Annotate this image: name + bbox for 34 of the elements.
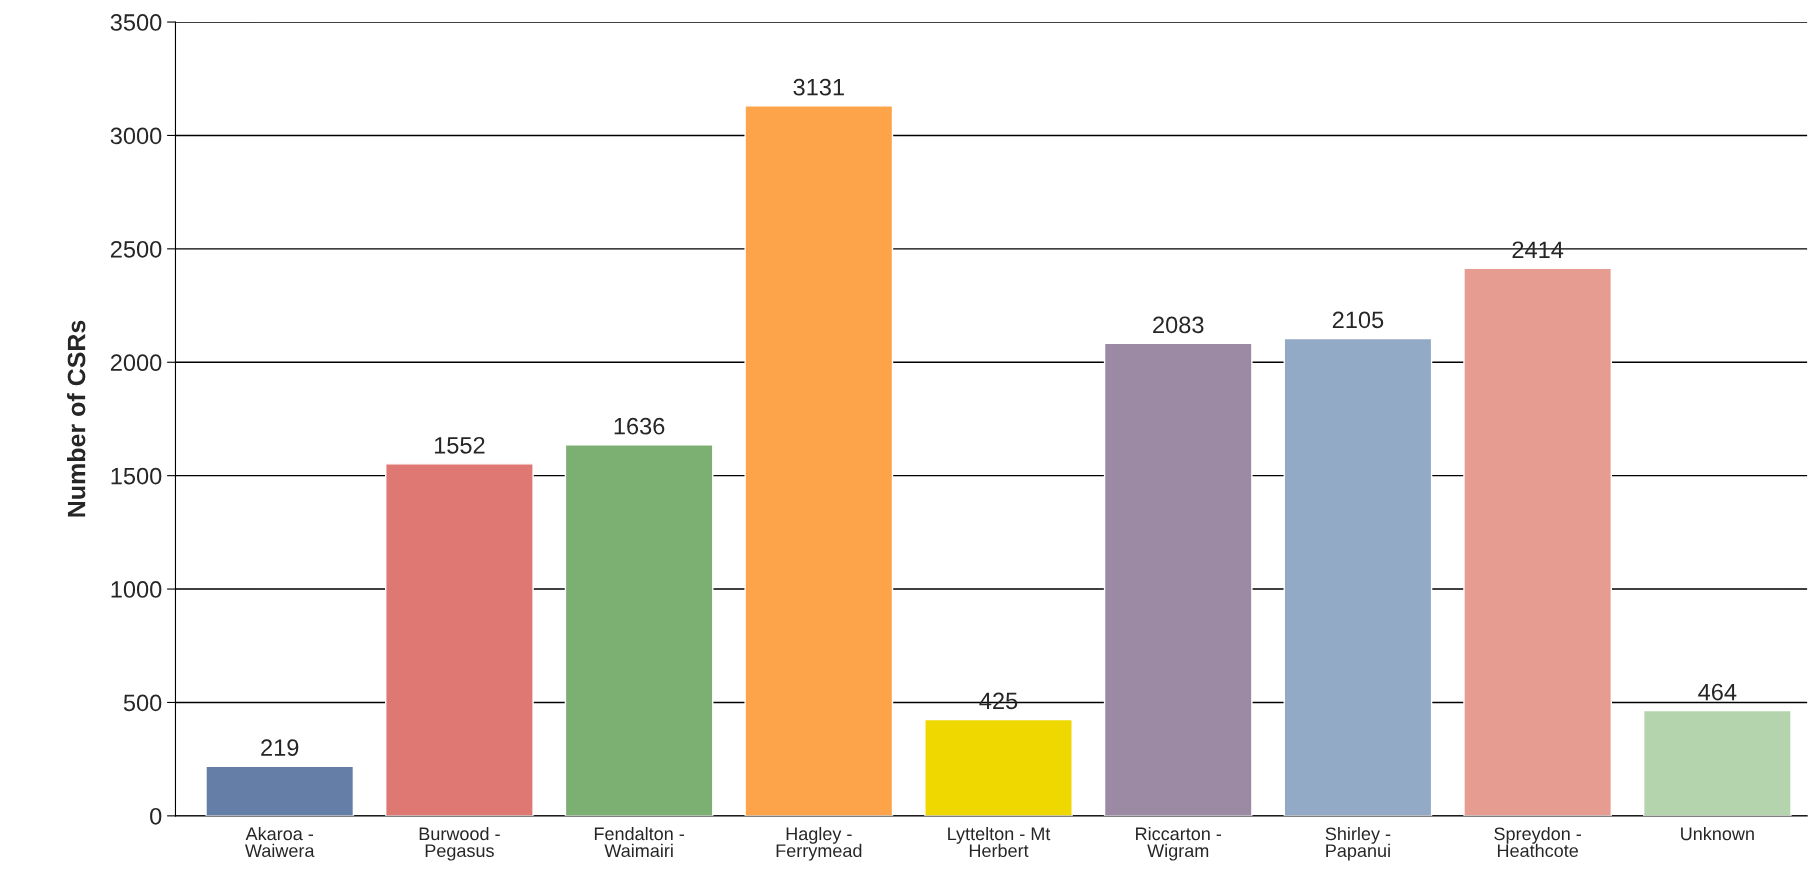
x-tick-label: Riccarton - Wigram: [1136, 826, 1222, 861]
data-label: 3131: [793, 78, 844, 96]
bar: [1103, 342, 1253, 816]
bar: [1642, 709, 1792, 816]
x-tick-label: Burwood - Pegasus: [419, 826, 500, 861]
data-label: 1552: [434, 436, 485, 454]
x-tick-label: Unknown: [1681, 826, 1754, 841]
bar: [1463, 267, 1613, 816]
y-tick-label: 2500: [110, 240, 162, 258]
bar: [924, 718, 1073, 816]
data-label: 219: [261, 739, 299, 756]
x-tick-label: Akaroa - Waiwera: [245, 826, 315, 858]
x-tick-label: Spreydon - Heathcote: [1494, 826, 1581, 858]
data-label: 464: [1698, 683, 1737, 701]
bar: [385, 463, 534, 816]
y-tick-label: 3500: [110, 14, 162, 31]
y-tick-label: 2000: [110, 354, 162, 372]
x-tick-label: Fendalton - Waimairi: [594, 826, 684, 858]
data-label: 1636: [614, 417, 665, 435]
data-label: 2105: [1332, 311, 1384, 329]
y-tick-label: 1000: [111, 581, 162, 598]
bar: [205, 765, 355, 816]
bar: [564, 444, 714, 816]
bar: [744, 105, 894, 816]
x-tick-label: Hagley - Ferrymead: [776, 826, 862, 861]
x-tick-label: Shirley - Papanui: [1325, 826, 1391, 861]
y-axis-title: Number of CSRs: [67, 320, 86, 517]
y-tick-label: 500: [123, 694, 162, 712]
x-tick-label: Lyttelton - Mt Herbert: [948, 826, 1051, 858]
data-label: 2083: [1153, 316, 1204, 334]
y-tick-label: 3000: [110, 127, 162, 145]
y-tick-label: 0: [150, 807, 162, 825]
y-tick-label: 1500: [111, 467, 162, 485]
bar: [1283, 337, 1433, 816]
